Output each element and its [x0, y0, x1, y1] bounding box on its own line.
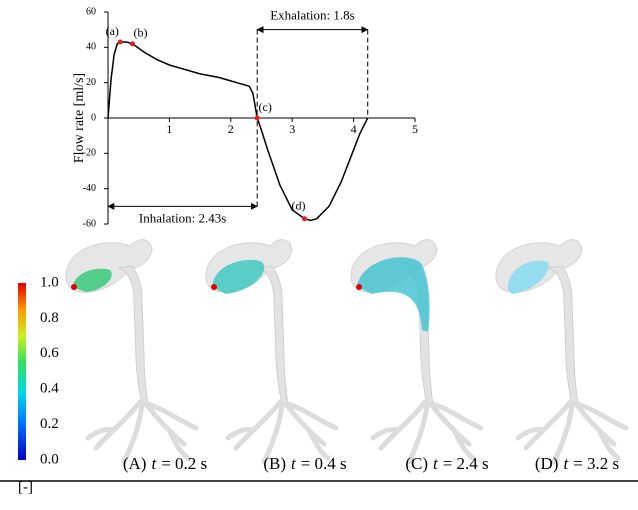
colorbar-tick-label: 0.0 — [40, 451, 59, 467]
colorbar — [18, 283, 26, 460]
x-tick-label: 2 — [228, 122, 234, 136]
caption-rest: = 3.2 s — [573, 454, 619, 473]
flow-curve — [107, 41, 369, 222]
caption-rest: = 2.4 s — [443, 454, 489, 473]
span-label: Inhalation: 2.43s — [139, 210, 226, 225]
y-tick-label: -60 — [83, 218, 96, 229]
point-label: (c) — [259, 100, 272, 114]
plume-source — [356, 284, 362, 290]
y-tick-label: -40 — [83, 183, 96, 194]
panel-caption: (B) t = 0.4 s — [263, 454, 346, 473]
point-label: (a) — [106, 24, 119, 38]
caption-var: t — [291, 454, 297, 473]
key-point — [117, 39, 123, 45]
caption-tag: (C) — [405, 454, 428, 473]
x-tick-label: 4 — [351, 122, 357, 136]
plume — [507, 260, 549, 294]
colorbar-tick-label: 0.6 — [40, 345, 59, 361]
y-tick-label: -20 — [83, 148, 96, 159]
plume-source — [211, 284, 217, 290]
panel-caption: (A) t = 0.2 s — [123, 454, 207, 473]
x-tick-label: 3 — [289, 122, 295, 136]
point-label: (b) — [134, 26, 148, 40]
span-label: Exhalation: 1.8s — [270, 8, 355, 23]
caption-var: t — [151, 454, 157, 473]
caption-rest: = 0.4 s — [301, 454, 347, 473]
panel-caption: (C) t = 2.4 s — [405, 454, 488, 473]
y-tick-label: 60 — [86, 6, 96, 17]
colorbar-tick-label: 0.8 — [40, 310, 59, 326]
caption-tag: (A) — [123, 454, 147, 473]
plume-source — [71, 284, 77, 290]
plume — [212, 259, 265, 294]
key-point — [130, 41, 136, 47]
caption-tag: (B) — [263, 454, 286, 473]
caption-var: t — [433, 454, 439, 473]
point-label: (d) — [291, 198, 305, 212]
caption-rest: = 0.2 s — [161, 454, 207, 473]
colorbar-tick-label: 0.2 — [40, 416, 59, 432]
plume — [72, 268, 112, 292]
y-tick-label: 0 — [91, 112, 96, 123]
panel-caption: (D) t = 3.2 s — [535, 454, 619, 473]
x-tick-label: 5 — [412, 122, 418, 136]
y-tick-label: 20 — [86, 77, 96, 88]
plume — [357, 257, 430, 332]
caption-tag: (D) — [535, 454, 559, 473]
y-axis-label: Flow rate [ml/s] — [72, 73, 87, 163]
caption-var: t — [563, 454, 569, 473]
colorbar-tick-label: 1.0 — [40, 274, 59, 290]
colorbar-tick-label: 0.4 — [40, 381, 59, 397]
y-tick-label: 40 — [86, 42, 96, 53]
x-tick-label: 1 — [166, 122, 172, 136]
key-point — [254, 115, 260, 121]
colorbar-unit: [-] — [18, 479, 33, 495]
key-point — [301, 216, 307, 222]
